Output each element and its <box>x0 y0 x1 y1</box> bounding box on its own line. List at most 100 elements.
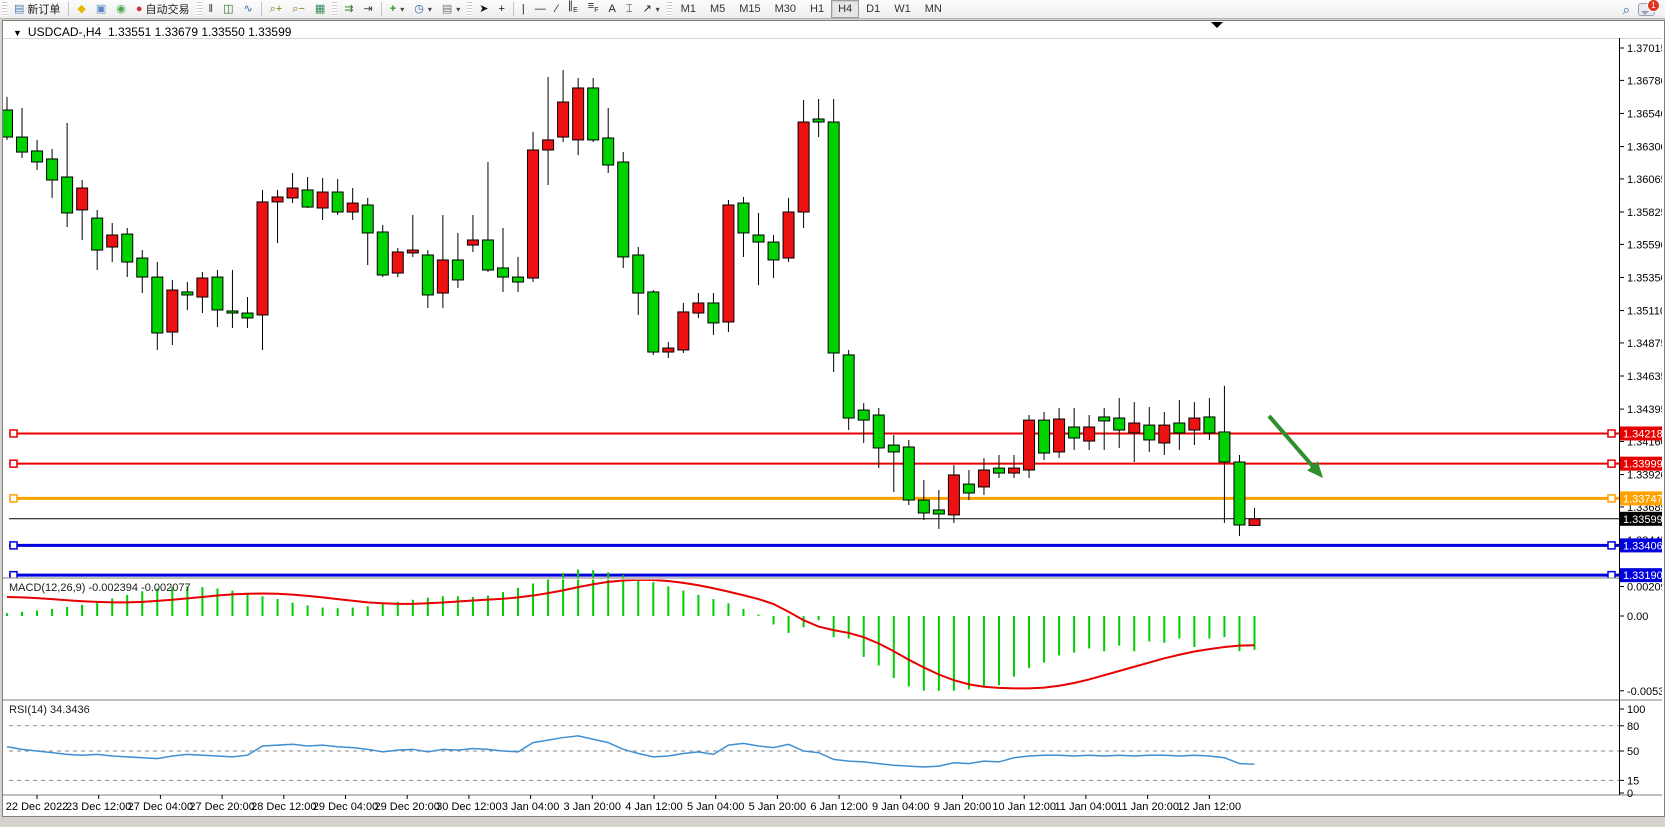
chart-canvas[interactable]: 1.37015 1.36780 1.36540 1.36300 1.36065 1.358… <box>1 21 1665 814</box>
metaquotes-icon: ◆ <box>77 2 86 15</box>
time-tick-label[interactable]: 27 Dec 04:00 <box>128 801 193 813</box>
time-tick-label[interactable]: 5 Jan 20:00 <box>749 801 807 813</box>
price-line-badge <box>1620 538 1665 553</box>
time-tick-label[interactable]: 5 Jan 04:00 <box>687 801 745 813</box>
time-tick-label[interactable]: 4 Jan 12:00 <box>625 801 683 813</box>
arrows-button[interactable]: ↗ ▾ <box>637 0 664 19</box>
timeframe-h4-button[interactable]: H4 <box>831 0 860 18</box>
price-tick-label: 1.36065 <box>1627 174 1662 186</box>
price-tick-label: 1.34395 <box>1627 404 1662 416</box>
horizontal-line-button[interactable]: — <box>530 0 551 19</box>
periods-button[interactable]: ◷ ▾ <box>409 0 437 19</box>
candle-body <box>767 241 780 261</box>
time-tick-label[interactable]: 10 Jan 12:00 <box>992 801 1056 813</box>
time-tick-label[interactable]: 9 Jan 20:00 <box>934 801 992 813</box>
timeframe-m30-button[interactable]: M30 <box>774 3 797 15</box>
auto-scroll-button[interactable]: ⇉ <box>339 0 358 19</box>
price-line-badge-label: 1.33999 <box>1623 459 1662 471</box>
candle-body <box>346 202 359 213</box>
navigator-button[interactable]: ◉ <box>111 0 131 19</box>
candle-body <box>91 217 104 251</box>
chart-window[interactable]: ▼ USDCAD-,H4 1.33551 1.33679 1.33550 1.33… <box>1 20 1665 817</box>
line-handle[interactable] <box>1607 494 1616 503</box>
text-button[interactable]: A <box>603 0 620 19</box>
navigator-icon: ◉ <box>116 2 126 15</box>
candle-body <box>932 509 945 515</box>
trendline-button[interactable]: ∕ <box>551 0 563 19</box>
candle-body <box>617 161 630 258</box>
metaquotes-button[interactable]: ◆ <box>72 0 90 19</box>
timeframe-m1-button[interactable]: M1 <box>680 3 696 15</box>
zoom-in-button[interactable]: ⌕+ <box>265 0 288 19</box>
line-handle[interactable] <box>9 459 18 468</box>
time-tick-label[interactable]: 3 Jan 04:00 <box>502 801 560 813</box>
time-tick-label[interactable]: 9 Jan 04:00 <box>872 801 930 813</box>
text-label-button[interactable]: ⌶ <box>621 0 638 19</box>
autotrading-button[interactable]: ● 自动交易 <box>131 0 195 19</box>
candle-body <box>902 446 915 501</box>
line-chart-button[interactable]: ∿ <box>239 0 258 19</box>
channel-button[interactable]: ∥E <box>563 0 583 19</box>
time-tick-label[interactable]: 23 Dec 12:00 <box>66 801 131 813</box>
symbol-dropdown-icon[interactable]: ▼ <box>13 28 22 38</box>
dropdown-arrow-icon: ▾ <box>456 4 461 14</box>
vertical-line-button[interactable]: | <box>517 0 530 19</box>
macd-indicator-label: MACD(12,26,9) -0.002394 -0.002077 <box>9 582 191 594</box>
line-handle[interactable] <box>1607 459 1616 468</box>
candlestick-chart-button[interactable]: ◫ <box>218 0 238 19</box>
candle-body <box>1128 422 1141 434</box>
search-icon[interactable]: ⌕ <box>1622 1 1630 17</box>
time-tick-label[interactable]: 6 Jan 12:00 <box>810 801 868 813</box>
candle-body <box>977 469 990 488</box>
timeframe-w1-button[interactable]: W1 <box>894 3 911 15</box>
candle-body <box>692 302 705 314</box>
candle-body <box>1083 426 1096 442</box>
chat-icon[interactable]: 1 <box>1638 0 1660 16</box>
timeframe-m15-button[interactable]: M15 <box>739 3 761 15</box>
timeframe-d1-button[interactable]: D1 <box>866 3 881 15</box>
zoom-out-button[interactable]: ⌕− <box>287 0 310 19</box>
time-tick-label[interactable]: 11 Jan 04:00 <box>1055 801 1118 813</box>
crosshair-button[interactable]: + <box>493 0 509 19</box>
line-handle[interactable] <box>9 541 18 550</box>
candle-body <box>812 118 825 123</box>
time-tick-label[interactable]: 27 Dec 20:00 <box>189 801 254 813</box>
time-tick-label[interactable]: 12 Jan 12:00 <box>1177 801 1241 813</box>
tile-windows-button[interactable]: ▦ <box>310 0 330 19</box>
candle-body <box>481 239 494 271</box>
indicators-button[interactable]: + ▾ <box>385 0 409 19</box>
time-tick-label[interactable]: 11 Jan 20:00 <box>1116 801 1179 813</box>
toolbar-separator <box>512 2 514 16</box>
timeframe-h1-button[interactable]: H1 <box>810 3 825 15</box>
candle-body <box>647 291 660 353</box>
rsi-tick-label: 80 <box>1627 721 1639 733</box>
candle-body <box>166 289 179 333</box>
candle-body <box>31 150 44 163</box>
chart-shift-button[interactable]: ⇥ <box>359 0 378 19</box>
timeframe-mn-button[interactable]: MN <box>924 3 942 15</box>
timeframe-m5-button[interactable]: M5 <box>709 3 726 15</box>
candle-body <box>572 87 585 141</box>
line-handle[interactable] <box>9 494 18 503</box>
price-tick-label: 1.35825 <box>1627 207 1662 219</box>
fibonacci-button[interactable]: ≡F <box>583 0 604 19</box>
line-handle[interactable] <box>1607 541 1616 550</box>
terminal-button[interactable]: ▣ <box>91 0 111 19</box>
price-tick-label: 1.35350 <box>1627 272 1662 284</box>
time-tick-label[interactable]: 29 Dec 20:00 <box>374 801 439 813</box>
candle-body <box>121 233 134 263</box>
time-tick-label[interactable]: 28 Dec 12:00 <box>251 801 316 813</box>
candle-body <box>241 312 254 319</box>
chart-title: ▼ USDCAD-,H4 1.33551 1.33679 1.33550 1.33… <box>13 25 291 39</box>
templates-button[interactable]: ▤ ▾ <box>437 0 465 19</box>
cursor-button[interactable]: ➤ <box>474 0 493 19</box>
time-tick-label[interactable]: 30 Dec 12:00 <box>436 801 501 813</box>
bar-chart-button[interactable]: ‖ <box>204 0 219 19</box>
time-tick-label[interactable]: 22 Dec 2022 <box>6 801 68 813</box>
time-tick-label[interactable]: 29 Dec 04:00 <box>313 801 378 813</box>
new-order-button[interactable]: ▤ 新订单 <box>9 0 65 19</box>
trend-arrow-annotation[interactable] <box>1267 414 1318 472</box>
line-handle[interactable] <box>9 429 18 438</box>
time-tick-label[interactable]: 3 Jan 20:00 <box>564 801 622 813</box>
line-handle[interactable] <box>1607 429 1616 438</box>
